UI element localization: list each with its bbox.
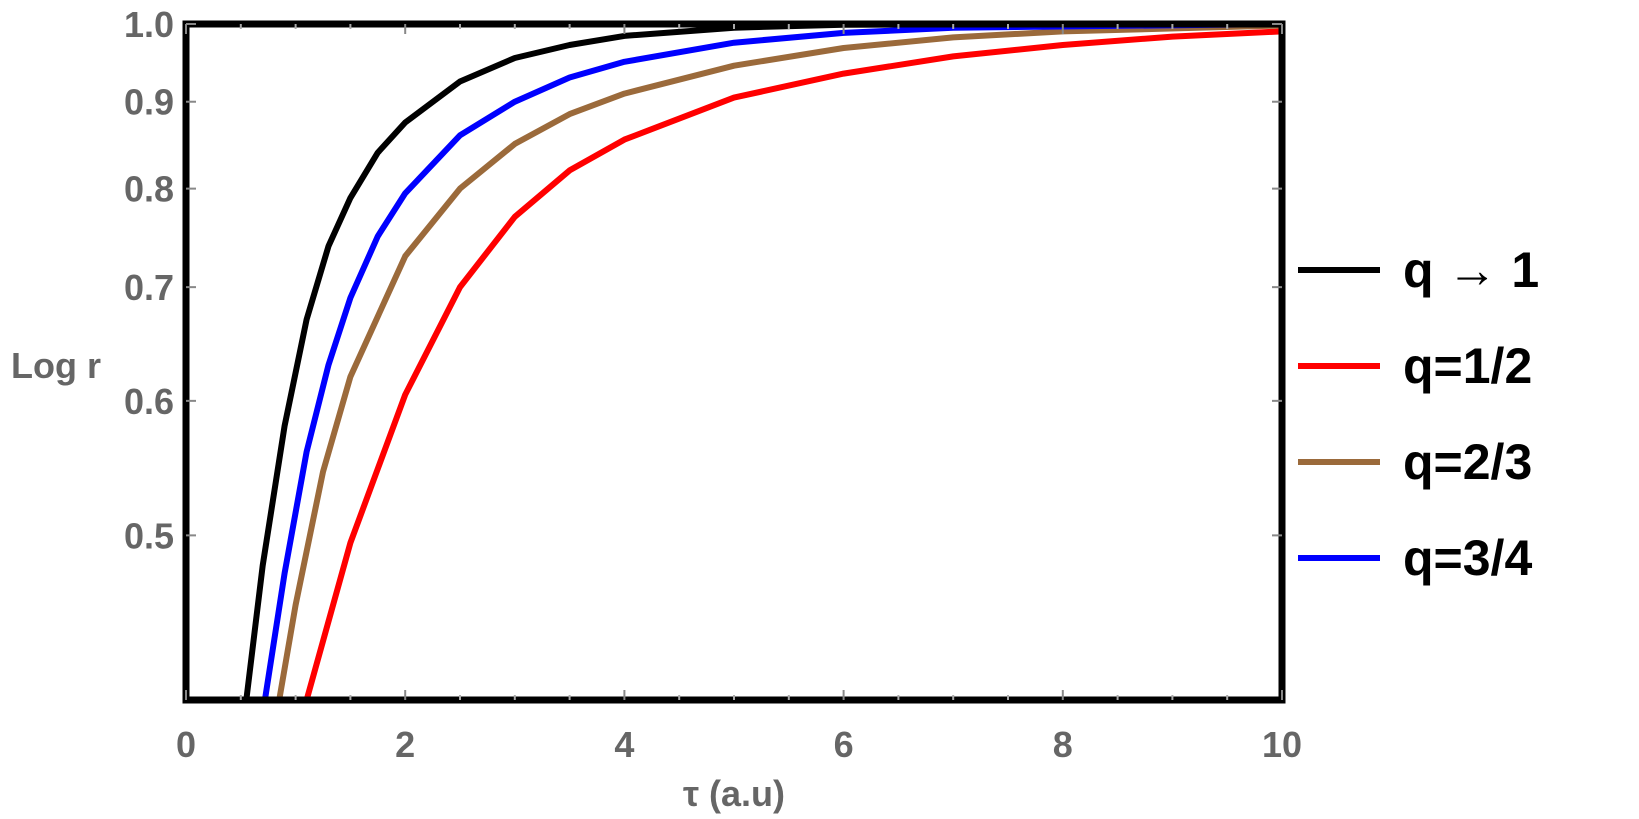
legend-label-2: q=1/2 (1403, 338, 1532, 394)
y-tick-label: 1.0 (124, 4, 174, 45)
y-axis-label: Log r (11, 345, 101, 386)
axis-ticks (185, 23, 1283, 700)
series-lines (243, 24, 1282, 700)
x-tick-label: 10 (1262, 724, 1302, 765)
x-axis-label: τ (a.u) (683, 773, 785, 814)
y-tick-label: 0.6 (124, 381, 174, 422)
y-tick-label: 0.8 (124, 169, 174, 210)
series-line-3 (276, 24, 1282, 700)
series-line-4 (261, 24, 1282, 700)
y-tick-label: 0.9 (124, 82, 174, 123)
y-tick-label: 0.5 (124, 515, 174, 556)
legend-label-4: q=3/4 (1403, 530, 1532, 586)
series-line-2 (303, 28, 1282, 700)
plot-frame (182, 20, 1286, 704)
x-tick-label: 4 (614, 724, 634, 765)
legend-label-1: q → 1 (1403, 242, 1539, 298)
legend: q → 1 q=1/2 q=2/3 q=3/4 (1298, 242, 1539, 586)
x-tick-labels: 0 2 4 6 8 10 (176, 724, 1302, 765)
series-line-1 (243, 24, 1282, 700)
x-tick-label: 8 (1053, 724, 1073, 765)
y-tick-labels: 0.5 0.6 0.7 0.8 0.9 1.0 (124, 4, 174, 556)
legend-label-3: q=2/3 (1403, 434, 1532, 490)
y-tick-label: 0.7 (124, 267, 174, 308)
x-tick-label: 6 (834, 724, 854, 765)
x-tick-label: 0 (176, 724, 196, 765)
x-tick-label: 2 (395, 724, 415, 765)
